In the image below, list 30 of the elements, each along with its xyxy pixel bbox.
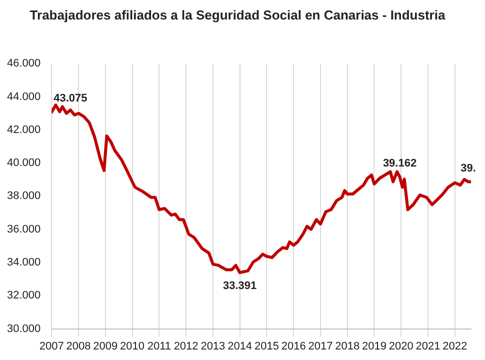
x-tick-label: 2017 xyxy=(308,340,333,352)
y-tick-label: 40.000 xyxy=(6,157,41,170)
x-tick-label: 2011 xyxy=(147,340,171,352)
x-tick-label: 2013 xyxy=(200,340,226,352)
y-tick-label: 42.000 xyxy=(6,124,41,136)
annotation: 33.391 xyxy=(222,280,257,292)
annotation: 39.162 xyxy=(382,157,417,170)
x-tick-label: 2010 xyxy=(120,340,145,352)
x-tick-label: 2020 xyxy=(388,340,414,352)
y-tick-label: 38.000 xyxy=(6,190,41,202)
x-tick-label: 2007 xyxy=(39,340,64,352)
x-tick-label: 2008 xyxy=(66,340,91,352)
x-tick-label: 2018 xyxy=(335,340,360,352)
x-tick-label: 2021 xyxy=(416,340,440,352)
annotation: 43.075 xyxy=(54,92,88,105)
y-tick-label: 44.000 xyxy=(6,90,41,103)
x-tick-label: 2016 xyxy=(281,340,306,352)
y-tick-label: 30.000 xyxy=(6,322,41,335)
x-tick-label: 2014 xyxy=(228,340,252,352)
x-tick-label: 2012 xyxy=(174,340,198,352)
annotation: 39. xyxy=(460,162,476,174)
y-tick-label: 32.000 xyxy=(6,290,41,302)
x-tick-label: 2019 xyxy=(362,340,386,352)
y-tick-label: 46.000 xyxy=(6,58,41,70)
y-tick-label: 36.000 xyxy=(6,223,41,236)
x-tick-label: 2015 xyxy=(254,340,279,352)
y-tick-label: 34.000 xyxy=(6,256,41,269)
x-tick-label: 2022 xyxy=(442,340,468,352)
x-tick-label: 2009 xyxy=(93,340,118,352)
chart-title: Trabajadores afiliados a la Seguridad Social en Canarias - Industria xyxy=(30,7,446,22)
